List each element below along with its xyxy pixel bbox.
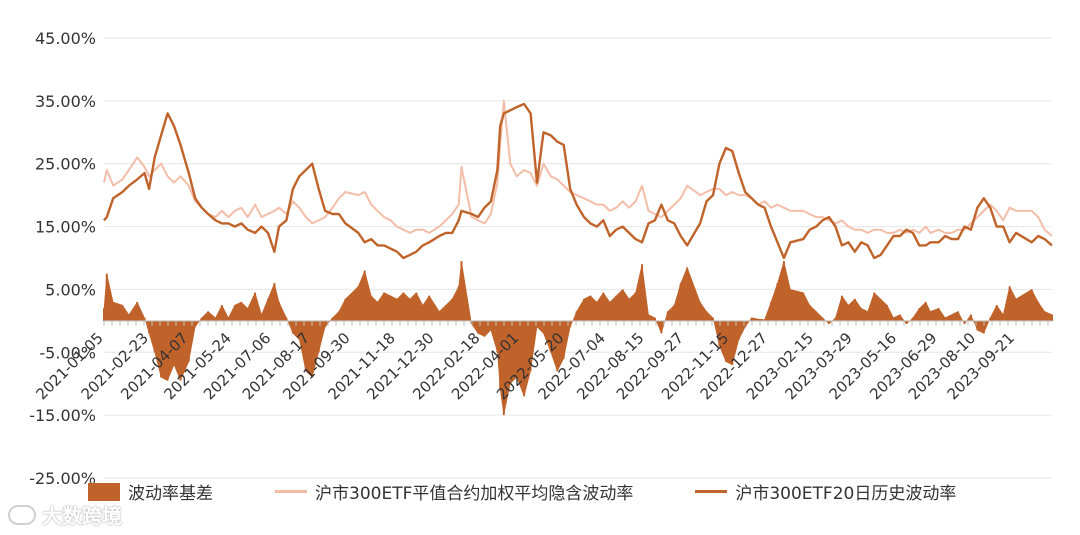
legend-swatch-historical-vol (695, 490, 728, 493)
y-tick-label: 45.00% (35, 29, 96, 48)
legend-swatch-basis (88, 482, 120, 501)
legend-item-historical-vol: 沪市300ETF20日历史波动率 (695, 479, 956, 504)
legend-item-basis: 波动率基差 (88, 479, 213, 504)
legend-swatch-implied-vol (275, 490, 307, 493)
legend-label-historical-vol: 沪市300ETF20日历史波动率 (735, 484, 957, 504)
watermark: 大数跨境 (8, 500, 122, 529)
historical-vol-line (103, 102, 1053, 260)
y-tick-label: 5.00% (45, 280, 96, 299)
y-tick-label: -15.00% (29, 406, 96, 425)
y-tick-label: 15.00% (35, 218, 96, 237)
watermark-text: 大数跨境 (42, 504, 122, 528)
legend-label-implied-vol: 沪市300ETF平值合约加权平均隐含波动率 (315, 484, 634, 504)
basis-area (103, 260, 1053, 416)
y-tick-label: 35.00% (35, 92, 96, 111)
y-tick-label: -5.00% (39, 343, 96, 362)
watermark-logo-icon (8, 504, 36, 525)
legend-item-implied-vol: 沪市300ETF平值合约加权平均隐含波动率 (275, 479, 633, 504)
y-tick-label: -25.00% (29, 469, 96, 488)
y-tick-label: 25.00% (35, 155, 96, 174)
implied-vol-line (103, 99, 1053, 237)
legend-label-basis: 波动率基差 (128, 484, 213, 504)
legend: 波动率基差 沪市300ETF平值合约加权平均隐含波动率 沪市300ETF20日历… (88, 479, 1018, 504)
